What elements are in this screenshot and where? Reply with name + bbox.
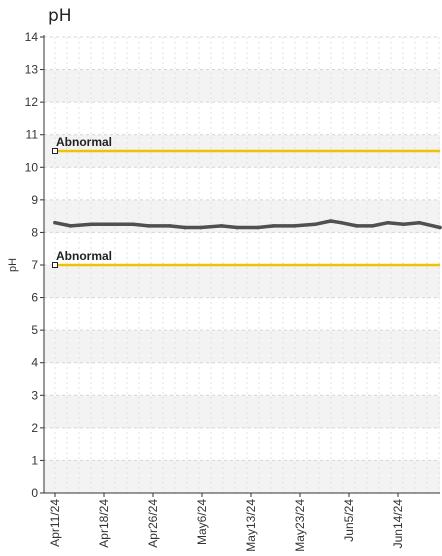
- y-tick-label: 5: [31, 323, 38, 337]
- axes: [40, 35, 440, 497]
- y-tick-label: 14: [25, 30, 39, 44]
- reference-marker: [52, 148, 58, 154]
- data-point: [354, 224, 359, 228]
- data-point: [417, 220, 421, 225]
- data-point: [53, 220, 57, 225]
- y-tick-label: 7: [31, 258, 38, 272]
- x-tick-label: Apr26/24: [146, 499, 160, 548]
- plot-band: [44, 265, 440, 298]
- reference-label: Abnormal: [56, 135, 112, 149]
- data-point: [292, 224, 297, 228]
- plot-band: [44, 330, 440, 363]
- y-tick-label: 4: [31, 356, 38, 370]
- x-tick-label: Jun5/24: [342, 499, 356, 542]
- reference-label: Abnormal: [56, 249, 112, 263]
- y-tick-label: 13: [25, 63, 39, 77]
- reference-marker: [52, 262, 58, 268]
- reference-lines: Abnormal Abnormal: [52, 135, 440, 268]
- x-tick-label: Jun14/24: [391, 499, 405, 549]
- y-tick-label: 9: [31, 193, 38, 207]
- plot-band: [44, 395, 440, 428]
- y-tick-label: 6: [31, 291, 38, 305]
- y-tick-label: 8: [31, 225, 38, 239]
- data-point: [146, 224, 151, 228]
- data-point: [339, 220, 343, 225]
- data-point: [183, 225, 187, 230]
- data-point: [110, 222, 115, 227]
- data-point: [438, 225, 442, 230]
- x-tick-label: May13/24: [244, 499, 258, 552]
- y-tick-label: 11: [26, 128, 39, 142]
- data-point: [370, 224, 375, 228]
- plot-band: [44, 69, 440, 103]
- plot-bands: [44, 69, 440, 493]
- x-tick-labels: Apr11/24 Apr18/24 Apr26/24 May6/24 May13/24 M…: [48, 499, 405, 552]
- y-axis-title: pH: [7, 258, 19, 272]
- data-point: [89, 222, 94, 227]
- data-point: [219, 224, 224, 228]
- data-point: [198, 225, 203, 230]
- x-tick-label: Apr11/24: [48, 499, 62, 547]
- data-point: [68, 224, 73, 228]
- x-tick-label: May23/24: [293, 499, 307, 552]
- y-tick-label: 3: [31, 388, 38, 402]
- y-tick-label: 2: [31, 421, 38, 435]
- y-tick-label: 0: [31, 486, 38, 500]
- data-point: [271, 224, 276, 228]
- data-point: [386, 220, 390, 225]
- data-series: [53, 219, 442, 230]
- data-point: [131, 222, 135, 227]
- y-tick-label: 10: [25, 160, 39, 174]
- data-point: [401, 222, 406, 227]
- data-point: [235, 225, 239, 230]
- data-point: [313, 222, 317, 227]
- x-tick-label: Apr18/24: [97, 499, 111, 548]
- data-point: [328, 219, 333, 223]
- data-point: [167, 224, 172, 228]
- plot-band: [44, 460, 440, 493]
- y-tick-label: 12: [25, 95, 39, 109]
- chart-title: pH: [48, 6, 72, 26]
- y-tick-label: 1: [31, 453, 38, 467]
- data-point: [256, 225, 260, 230]
- x-tick-label: May6/24: [195, 499, 209, 545]
